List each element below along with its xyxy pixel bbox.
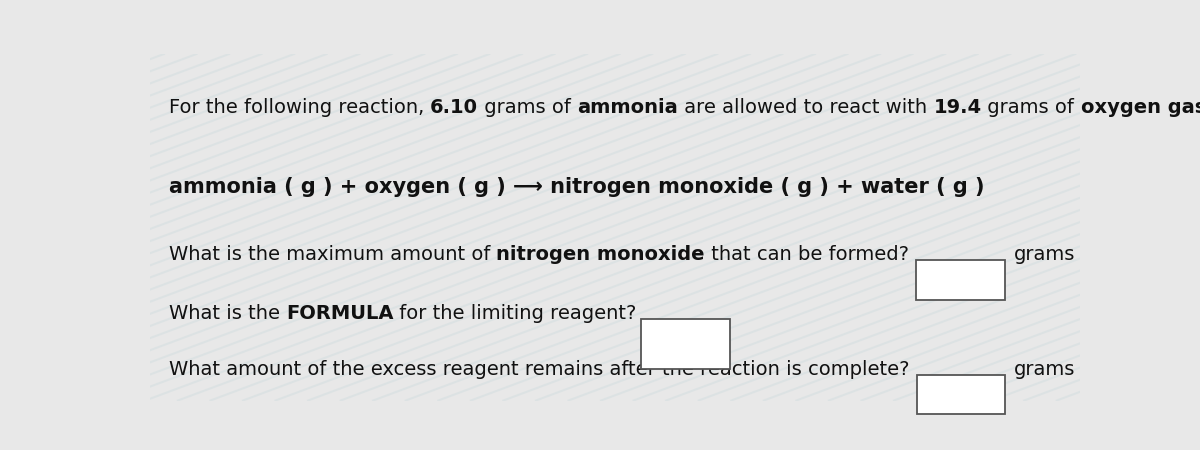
Text: grams: grams (1014, 245, 1075, 264)
Text: For the following reaction,: For the following reaction, (168, 98, 430, 117)
FancyBboxPatch shape (641, 319, 730, 369)
FancyBboxPatch shape (916, 260, 1004, 300)
Text: oxygen gas: oxygen gas (1080, 98, 1200, 117)
Text: ammonia ( g ) + oxygen ( g ) ⟶ nitrogen monoxide ( g ) + water ( g ): ammonia ( g ) + oxygen ( g ) ⟶ nitrogen … (168, 176, 984, 197)
Text: for the limiting reagent?: for the limiting reagent? (394, 304, 637, 323)
Text: grams of: grams of (982, 98, 1081, 117)
Text: grams of: grams of (478, 98, 577, 117)
Text: What is the maximum amount of: What is the maximum amount of (168, 245, 497, 264)
Text: 19.4: 19.4 (934, 98, 982, 117)
Text: that can be formed?: that can be formed? (704, 245, 908, 264)
Text: nitrogen monoxide: nitrogen monoxide (497, 245, 704, 264)
Text: ammonia: ammonia (577, 98, 678, 117)
Text: What amount of the excess reagent remains after the reaction is complete?: What amount of the excess reagent remain… (168, 360, 910, 378)
Text: FORMULA: FORMULA (286, 304, 394, 323)
Text: grams: grams (1014, 360, 1075, 378)
Text: 6.10: 6.10 (430, 98, 478, 117)
FancyBboxPatch shape (917, 374, 1004, 414)
Text: are allowed to react with: are allowed to react with (678, 98, 934, 117)
Text: What is the: What is the (168, 304, 286, 323)
